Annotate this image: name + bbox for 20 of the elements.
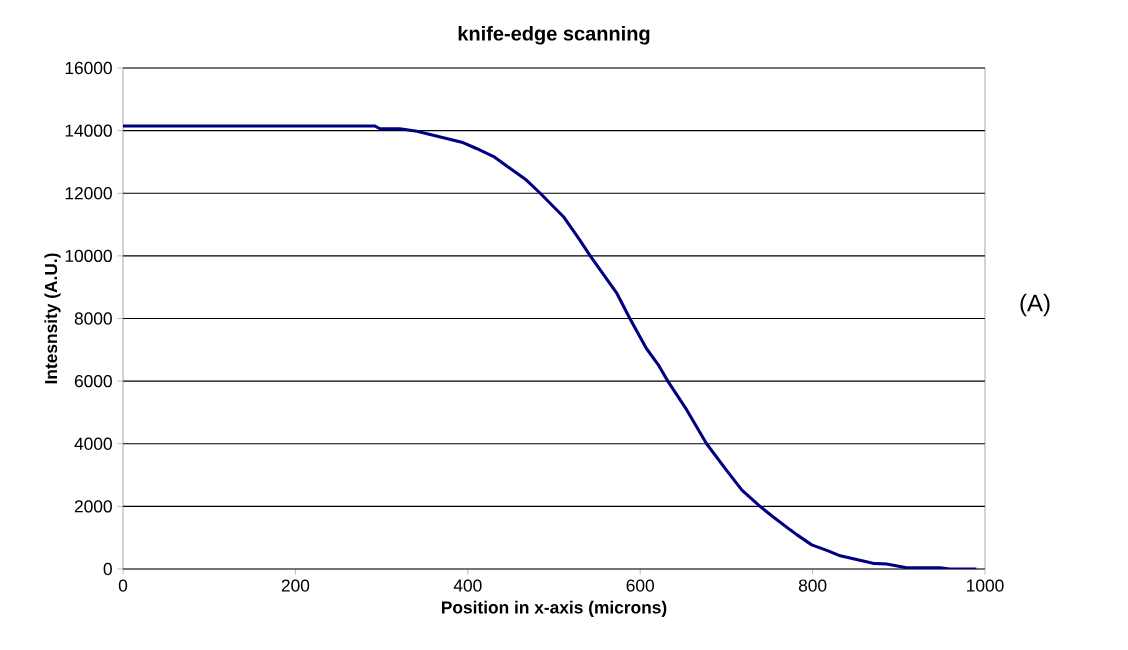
y-tick-label: 0 <box>103 562 112 576</box>
text: (A) <box>1020 293 1050 317</box>
line-series <box>123 124 978 569</box>
y-tick-label: 10000 <box>65 249 112 262</box>
y-axis-title: Intesnsity (A.U.) <box>44 253 61 384</box>
x-tick-label: 400 <box>453 579 482 592</box>
y-tick-label: 2000 <box>74 500 112 513</box>
y-tick-label: 6000 <box>74 374 112 388</box>
x-tick-label: 200 <box>281 579 310 592</box>
y-tick-label: 12000 <box>65 187 112 200</box>
x-tick-label: 600 <box>626 579 654 592</box>
y-tick-label: 8000 <box>74 312 112 325</box>
x-axis-title: Position in x-axis (microns) <box>441 600 667 617</box>
chart-title: knife-edge scanning <box>458 25 650 45</box>
x-tick-label: 800 <box>798 579 827 592</box>
x-tick-label: 1000 <box>967 579 1004 592</box>
y-tick-label: 16000 <box>65 61 112 75</box>
y-tick-label: 4000 <box>74 437 112 450</box>
x-tick-label: 0 <box>118 579 128 592</box>
y-tick-label: 14000 <box>65 124 112 137</box>
